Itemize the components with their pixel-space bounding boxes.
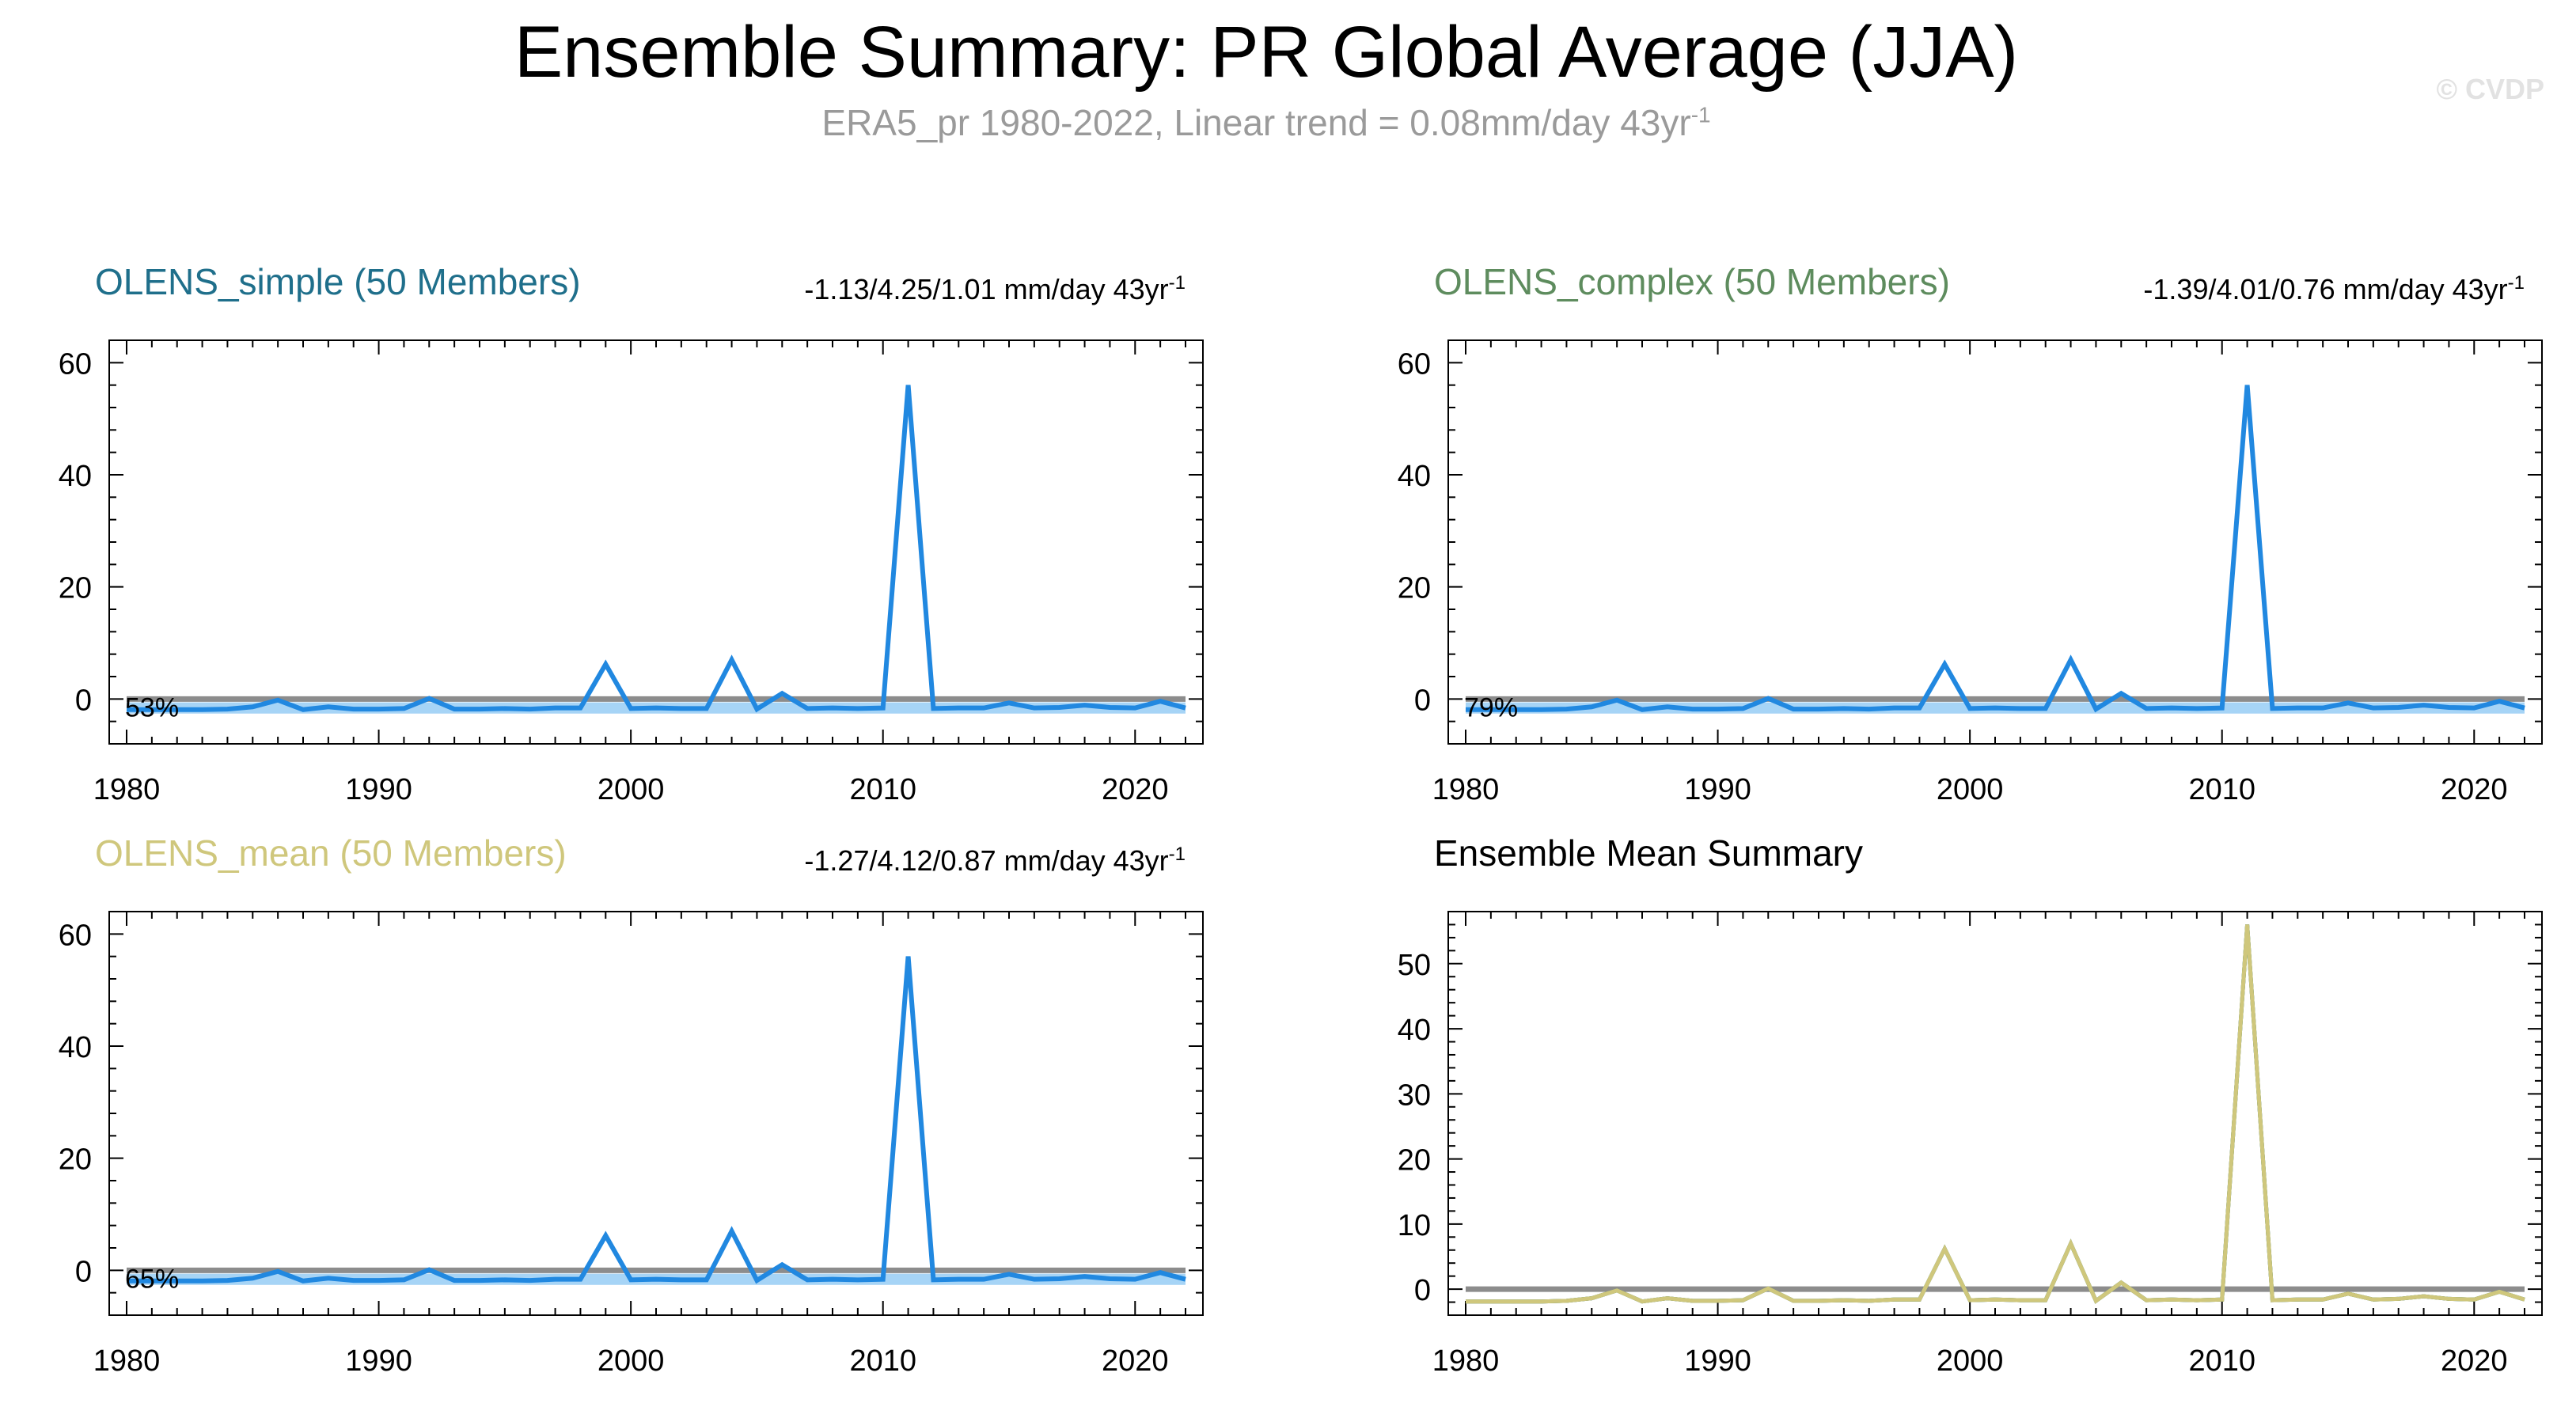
trend-superscript: -1 <box>2508 272 2525 294</box>
y-tick-label: 0 <box>1414 1274 1431 1307</box>
x-tick-label: 1980 <box>93 773 161 806</box>
percent-label: 65% <box>125 1264 179 1294</box>
y-tick-label: 60 <box>59 919 92 952</box>
x-tick-label: 2010 <box>849 773 916 806</box>
panel-title: OLENS_mean (50 Members) <box>95 832 567 874</box>
panel-1: 0 20 40 60 1980 1990 2000 2010 2020 OLENS_simple … <box>59 261 1204 806</box>
subtitle-superscript: -1 <box>1690 102 1711 127</box>
x-tick-label: 2000 <box>598 1344 665 1378</box>
series-line-1 <box>127 956 1186 1284</box>
trend-label: -1.39/4.01/0.76 mm/day 43yr-1 <box>2143 272 2525 306</box>
x-tick-label: 2020 <box>2441 1344 2508 1378</box>
trend-label: -1.13/4.25/1.01 mm/day 43yr-1 <box>804 272 1186 306</box>
trend-text: -1.13/4.25/1.01 mm/day 43yr <box>804 273 1168 305</box>
y-tick-label: 60 <box>59 347 92 381</box>
x-tick-label: 2000 <box>598 773 665 806</box>
x-tick-label: 2000 <box>1937 773 2004 806</box>
figure-title: Ensemble Summary: PR Global Average (JJA… <box>514 12 2019 93</box>
trend-text: -1.39/4.01/0.76 mm/day 43yr <box>2143 273 2507 305</box>
x-tick-label: 1980 <box>93 1344 161 1378</box>
y-tick-label: 30 <box>1398 1079 1431 1112</box>
y-tick-label: 0 <box>75 684 92 717</box>
x-tick-label: 2010 <box>849 1344 916 1378</box>
panel-title: OLENS_complex (50 Members) <box>1434 261 1950 302</box>
series-line-1 <box>127 385 1186 713</box>
y-tick-label: 20 <box>1398 1144 1431 1177</box>
y-tick-label: 40 <box>1398 460 1431 493</box>
x-tick-label: 2010 <box>2188 773 2255 806</box>
series-line-1 <box>1466 924 2525 1304</box>
panel-3: 0 20 40 60 1980 1990 2000 2010 2020 OLENS_mean (5… <box>59 832 1204 1378</box>
x-tick-label: 1990 <box>1684 773 1751 806</box>
series-line-1 <box>1466 385 2525 713</box>
x-tick-label: 2010 <box>2188 1344 2255 1378</box>
x-tick-label: 1980 <box>1432 1344 1500 1378</box>
figure-subtitle: ERA5_pr 1980-2022, Linear trend = 0.08mm… <box>0 101 2532 144</box>
x-tick-label: 2020 <box>1102 1344 1169 1378</box>
y-tick-label: 40 <box>59 1031 92 1064</box>
plot-frame <box>1447 339 2543 745</box>
y-tick-label: 0 <box>1414 684 1431 717</box>
trend-superscript: -1 <box>1169 844 1186 865</box>
y-tick-label: 40 <box>1398 1014 1431 1047</box>
y-tick-label: 60 <box>1398 347 1431 381</box>
series-line-2 <box>1466 924 2525 1304</box>
y-tick-label: 20 <box>59 572 92 605</box>
trend-superscript: -1 <box>1169 272 1186 294</box>
x-tick-label: 1990 <box>345 773 412 806</box>
series-line-3 <box>1466 924 2525 1304</box>
y-tick-label: 40 <box>59 460 92 493</box>
plot-frame <box>1447 911 2543 1316</box>
percent-label: 53% <box>125 692 179 722</box>
x-tick-label: 1980 <box>1432 773 1500 806</box>
percent-label: 79% <box>1464 692 1518 722</box>
plot-frame <box>108 911 1204 1316</box>
trend-text: -1.27/4.12/0.87 mm/day 43yr <box>804 844 1168 877</box>
x-tick-label: 1990 <box>345 1344 412 1378</box>
subtitle-text: ERA5_pr 1980-2022, Linear trend = 0.08mm… <box>821 102 1691 143</box>
x-tick-label: 2000 <box>1937 1344 2004 1378</box>
x-tick-label: 2020 <box>1102 773 1169 806</box>
y-tick-label: 20 <box>1398 572 1431 605</box>
panel-title: OLENS_simple (50 Members) <box>95 261 581 302</box>
trend-label: -1.27/4.12/0.87 mm/day 43yr-1 <box>804 844 1186 878</box>
panel-4: 0 10 20 30 40 50 1980 1990 2000 2010 2020 Ensemble … <box>1398 832 2543 1378</box>
y-tick-label: 50 <box>1398 949 1431 982</box>
panel-2: 0 20 40 60 1980 1990 2000 2010 2020 OLENS_complex… <box>1398 261 2543 806</box>
y-tick-label: 10 <box>1398 1209 1431 1242</box>
panel-title: Ensemble Mean Summary <box>1434 832 1863 874</box>
y-tick-label: 20 <box>59 1143 92 1177</box>
y-tick-label: 0 <box>75 1255 92 1288</box>
x-tick-label: 1990 <box>1684 1344 1751 1378</box>
plot-frame <box>108 339 1204 745</box>
cvdp-watermark: © CVDP <box>2436 73 2544 105</box>
x-tick-label: 2020 <box>2441 773 2508 806</box>
